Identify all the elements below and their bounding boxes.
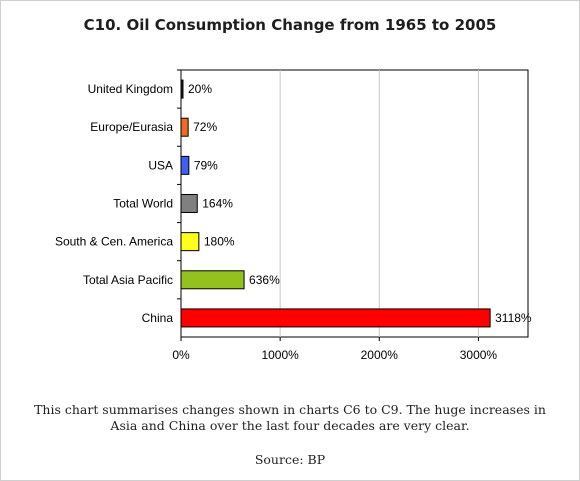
data-label: 164% <box>202 197 233 211</box>
bar <box>180 232 200 252</box>
data-label: 79% <box>194 158 218 172</box>
x-tick-label: 1000% <box>261 348 299 362</box>
category-label: Europe/Eurasia <box>90 120 173 134</box>
category-label: South & Cen. America <box>55 235 173 249</box>
bar <box>180 117 189 137</box>
data-label: 20% <box>188 82 212 96</box>
source-note: Source: BP <box>254 452 326 467</box>
category-label: China <box>142 311 174 325</box>
bar <box>180 155 190 175</box>
category-label: USA <box>148 158 173 172</box>
data-label: 180% <box>204 235 235 249</box>
x-tick-label: 0% <box>172 348 190 362</box>
chart-caption: This chart summarises changes shown in c… <box>34 402 546 433</box>
bar <box>180 270 245 290</box>
bar <box>180 194 198 213</box>
chart-title: C10. Oil Consumption Change from 1965 to… <box>83 16 497 34</box>
category-label: United Kingdom <box>88 82 173 96</box>
data-label: 3118% <box>495 311 532 325</box>
data-label: 636% <box>249 273 280 287</box>
category-label: Total Asia Pacific <box>83 273 173 287</box>
bar <box>180 79 184 99</box>
bar <box>180 308 491 328</box>
plot-area <box>180 69 529 338</box>
data-label: 72% <box>193 120 217 134</box>
bar-chart: United Kingdom 20% Europe/Eurasia 72% USA 79%… <box>55 69 532 362</box>
category-label: Total World <box>113 197 173 211</box>
x-tick-label: 2000% <box>361 348 399 362</box>
x-tick-label: 3000% <box>460 348 498 362</box>
